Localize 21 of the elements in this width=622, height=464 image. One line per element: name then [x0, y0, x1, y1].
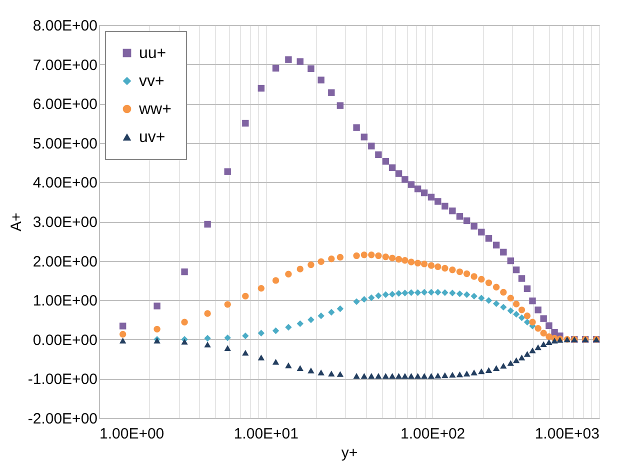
y-tick-label: 3.00E+00 — [32, 214, 98, 231]
y-tick-label: -2.00E+00 — [28, 410, 98, 428]
legend-label: uv+ — [139, 129, 166, 146]
y-tick-label: 5.00E+00 — [32, 135, 98, 152]
y-tick-label: 6.00E+00 — [32, 96, 98, 114]
x-tick-label: 1.00E+03 — [534, 426, 600, 442]
y-tick-label: -1.00E+00 — [28, 371, 98, 388]
x-tick-label: 1.00E+02 — [400, 426, 466, 442]
y-tick-label: 4.00E+00 — [32, 174, 98, 192]
legend-label: uu+ — [139, 45, 166, 62]
y-axis-title: A+ — [8, 212, 25, 232]
legend-label: ww+ — [138, 101, 172, 118]
x-axis-title: y+ — [341, 444, 358, 462]
y-tick-label: 1.00E+00 — [32, 292, 98, 310]
y-tick-label: 8.00E+00 — [32, 18, 98, 34]
y-tick-label: 0.00E+00 — [32, 332, 98, 349]
y-tick-label: 2.00E+00 — [32, 253, 98, 270]
y-tick-label: 7.00E+00 — [32, 56, 98, 74]
legend-label: vv+ — [139, 73, 164, 90]
x-tick-label: 1.00E+00 — [100, 426, 164, 442]
x-tick-label: 1.00E+01 — [234, 426, 298, 442]
